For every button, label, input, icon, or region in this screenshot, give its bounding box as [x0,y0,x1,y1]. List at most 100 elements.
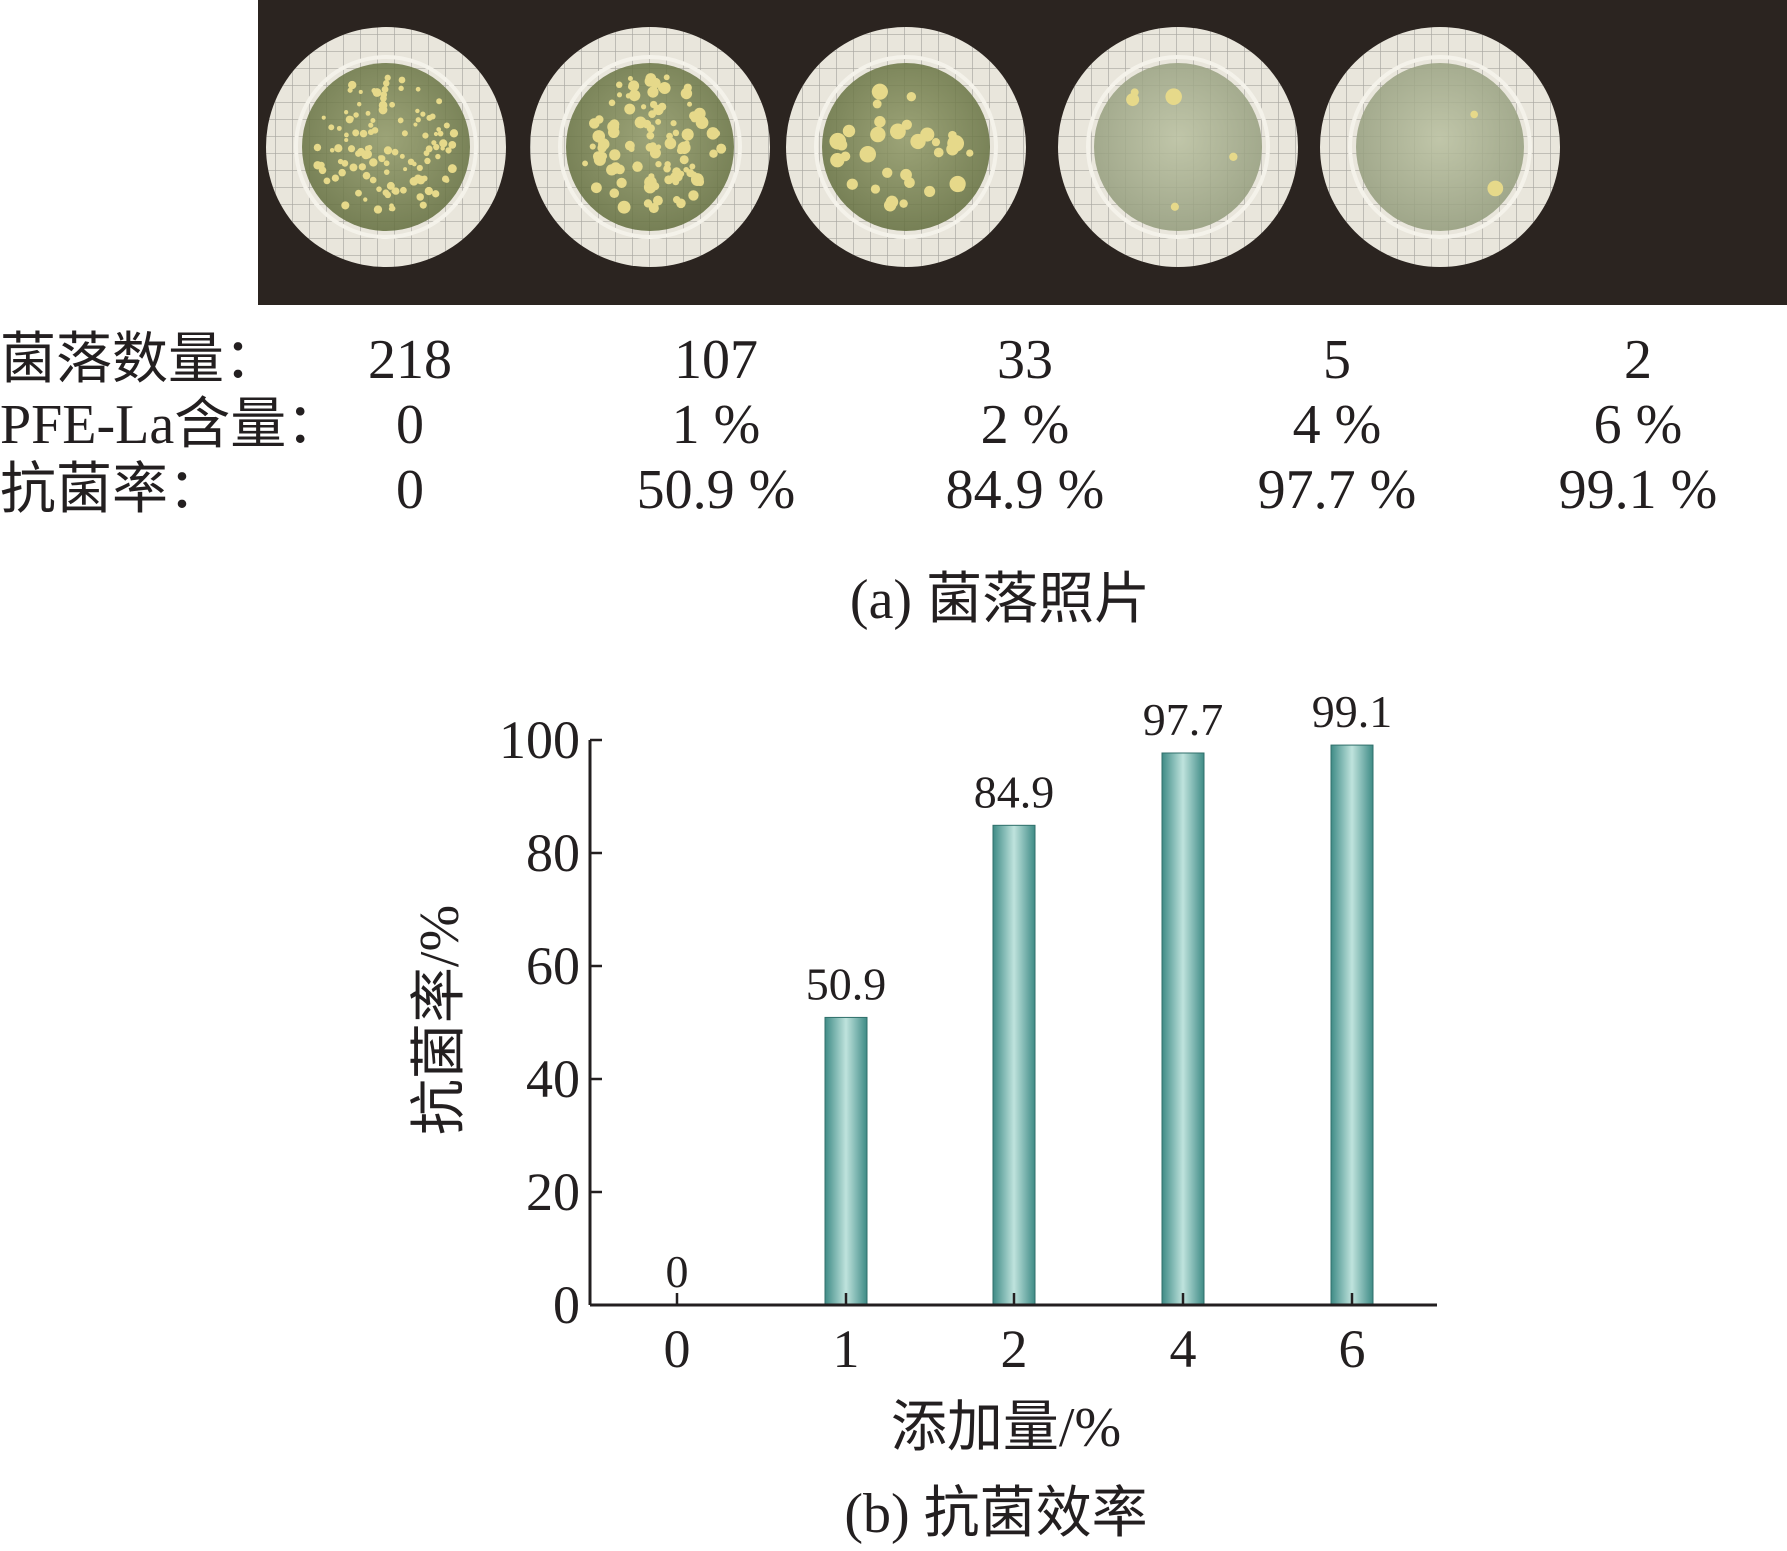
pfe-la-content-value: 1 % [671,394,761,456]
bacterial-colony [400,186,407,194]
bacterial-colony [840,151,851,162]
petri-dish [530,27,770,267]
dish-rim [558,55,742,239]
bacterial-colony [382,189,390,196]
bacterial-colony [313,143,322,152]
pfe-la-content-label: PFE-La含量： [0,394,343,456]
bacterial-colony [664,161,671,168]
bacterial-colony [441,141,447,146]
bacterial-colony [331,174,340,182]
bacterial-colony [611,127,618,134]
bacterial-colony [449,129,459,138]
bacterial-colony [344,137,349,143]
bacterial-colony [592,151,604,162]
bacterial-colony [359,129,368,138]
y-tick-label: 80 [526,823,580,883]
bacterial-colony [859,145,877,163]
bacterial-colony [444,177,450,183]
bacterial-colony [920,127,935,142]
bacterial-colony [364,145,371,152]
bacterial-colony [687,101,693,107]
bacterial-colony [1165,88,1182,105]
bacterial-colony [1470,110,1479,119]
bacterial-colony [347,145,356,153]
bacterial-colony [420,111,426,117]
bacterial-colony [649,142,657,150]
bacterial-colony [609,188,620,199]
x-tick-label: 6 [1339,1319,1366,1379]
bacterial-colony [416,164,423,172]
bacterial-colony [389,101,395,108]
pfe-la-content-value: 6 % [1593,394,1683,456]
bacterial-colony [344,132,349,138]
bacterial-colony [696,178,704,187]
bacterial-colony [688,190,699,201]
bacterial-colony [433,131,439,137]
bacterial-colony [376,186,382,192]
bacterial-colony [365,110,371,116]
bacterial-colony [440,146,445,151]
bacterial-colony [421,175,428,182]
bacterial-colony [648,173,655,180]
y-tick-label: 100 [499,710,580,770]
bacterial-colony [436,127,442,132]
bacterial-colony [380,91,388,99]
bacterial-colony [415,108,420,114]
bacterial-colony [367,129,374,136]
bacterial-colony [695,116,709,129]
bacterial-colony [646,131,655,140]
bacterial-colony [399,153,405,159]
bacterial-colony [885,195,899,209]
bacterial-colony [646,124,655,133]
bacterial-colony [681,128,694,141]
antibacterial-rate-value: 84.9 % [945,459,1105,521]
bacterial-colony [582,160,588,167]
dish-rim [1348,55,1532,239]
bacterial-colony [413,122,418,127]
bacterial-colony [363,197,368,202]
agar-surface [822,63,990,231]
bacterial-colony [1126,93,1140,107]
bacterial-colony [355,189,362,197]
bacterial-colony [673,196,681,204]
bacterial-colony [358,89,363,94]
bacterial-colony [632,161,643,172]
bacterial-colony [655,144,662,150]
bacterial-colony [931,138,941,147]
bacterial-colony [713,130,721,137]
petri-dish [1320,27,1560,267]
colony-count-value: 2 [1624,329,1652,391]
bacterial-colony [384,74,391,81]
bacterial-colony [368,122,374,128]
bacterial-colony [689,111,699,121]
colony-photo-strip [258,0,1787,305]
bacterial-colony [435,153,441,160]
data-label: 99.1 [1312,686,1393,737]
bacterial-colony [383,169,390,175]
bacterial-colony [356,101,362,107]
x-axis-label: 添加量/% [891,1397,1121,1459]
bacterial-colony [416,193,424,201]
bacterial-colony [615,164,625,175]
bacterial-colony [425,145,433,153]
bar [824,1016,868,1306]
pfe-la-content-value: 4 % [1292,394,1382,456]
bacterial-colony [627,75,633,82]
bacterial-colony [411,161,417,167]
bacterial-colony [595,115,604,124]
bacterial-colony [383,160,390,167]
data-label: 0 [666,1246,689,1297]
bacterial-colony [655,160,662,168]
bacterial-colony [589,143,596,150]
bacterial-colony [906,92,917,102]
bacterial-colony [864,146,872,154]
bar [992,824,1036,1306]
bacterial-colony [383,146,393,155]
dish-rim [814,55,998,239]
bacterial-colony [1487,180,1504,197]
bacterial-colony [670,120,677,127]
x-tick-label: 0 [664,1319,691,1379]
bar [1330,744,1374,1306]
y-tick-label: 60 [526,936,580,996]
bacterial-colony [341,160,349,167]
